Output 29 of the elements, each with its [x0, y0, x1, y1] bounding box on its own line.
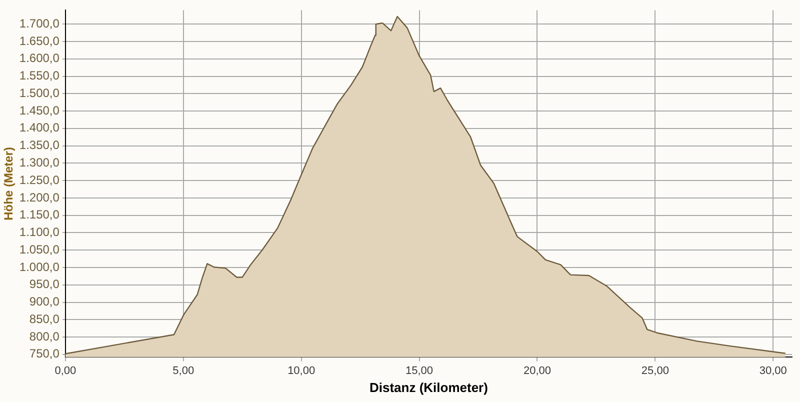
x-tick-label: 25,00 — [641, 364, 669, 377]
y-tick-label: 1.200,0 — [19, 190, 60, 204]
y-tick-label: 1.300,0 — [19, 156, 60, 170]
y-tick-label: 1.700,0 — [19, 16, 60, 30]
y-tick-label: 1.400,0 — [19, 120, 60, 135]
y-tick-label: 1.550,0 — [19, 68, 60, 83]
y-tick-label: 800,0 — [29, 329, 60, 344]
y-tick-label: 1.100,0 — [19, 225, 60, 240]
x-axis-title: Distanz (Kilometer) — [369, 380, 488, 395]
x-tick-label: 10,00 — [288, 364, 316, 377]
y-tick-label: 1.050,0 — [19, 242, 60, 256]
y-tick-label: 1.600,0 — [19, 51, 60, 66]
x-tick-label: 20,00 — [523, 364, 551, 377]
y-tick-label: 1.450,0 — [19, 103, 60, 118]
y-tick-label: 900,0 — [29, 294, 60, 309]
y-tick-label: 1.000,0 — [19, 260, 60, 274]
y-tick-label: 950,0 — [29, 277, 60, 292]
x-tick-label: 15,00 — [406, 364, 434, 377]
y-tick-label: 750,0 — [29, 346, 60, 361]
y-axis-title: Höhe (Meter) — [2, 147, 16, 220]
x-tick-label: 0,00 — [54, 364, 76, 377]
y-tick-label: 1.350,0 — [19, 138, 60, 152]
y-tick-label: 1.500,0 — [19, 86, 60, 100]
y-tick-label: 1.650,0 — [19, 34, 60, 48]
x-tick-label: 30,00 — [759, 364, 787, 377]
y-tick-label: 850,0 — [29, 312, 60, 326]
x-tick-label: 5,00 — [172, 364, 194, 377]
y-tick-label: 1.250,0 — [19, 172, 60, 187]
y-tick-label: 1.150,0 — [19, 208, 60, 222]
